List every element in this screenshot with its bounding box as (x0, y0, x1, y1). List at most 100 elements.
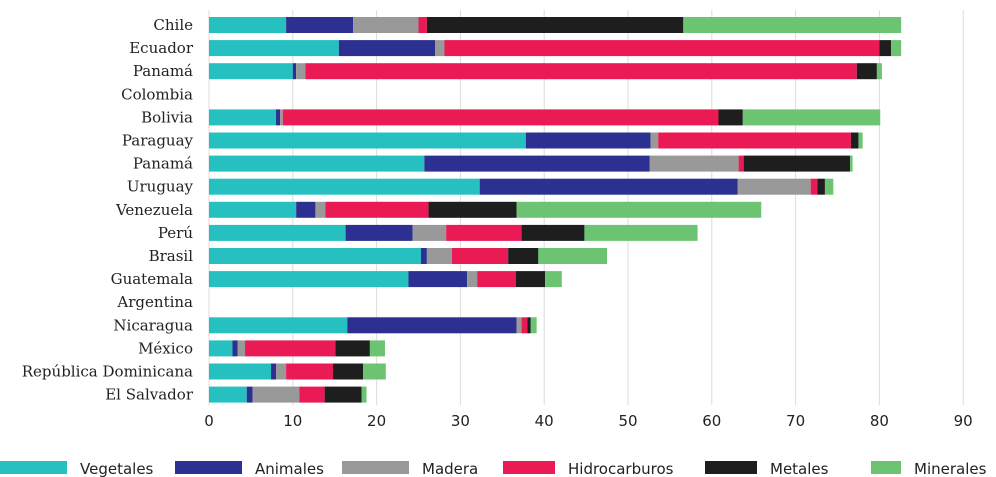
bar-segment-madera (650, 132, 659, 149)
x-tick-label: 70 (786, 412, 805, 430)
bar-segment-vegetales (209, 340, 233, 357)
bar-segment-vegetales (209, 109, 277, 126)
category-label: República Dominicana (22, 363, 193, 381)
legend-swatch-minerales (871, 461, 901, 474)
bar-segment-vegetales (209, 17, 287, 33)
bar-segment-animales (246, 386, 253, 403)
bar-segment-madera (353, 17, 419, 33)
bar-segment-animales (525, 132, 651, 149)
bar-segment-minerales (683, 17, 902, 33)
bar-segment-metales (426, 17, 684, 33)
bar-segment-vegetales (209, 271, 409, 288)
bar-segment-hidrocarburos (521, 317, 528, 334)
legend-swatch-hidrocarburos (503, 461, 555, 474)
bar-segment-minerales (545, 271, 562, 288)
x-tick-label: 0 (204, 412, 214, 430)
x-axis-tick-labels: 0 10 20 30 40 50 60 70 80 90 (204, 412, 973, 430)
bar-segment-madera (516, 317, 522, 334)
x-tick-label: 50 (618, 412, 637, 430)
x-tick-label: 40 (535, 412, 554, 430)
bar-segment-metales (324, 386, 362, 403)
bar-segment-animales (276, 109, 281, 126)
category-label: Chile (153, 16, 193, 34)
category-label: Nicaragua (113, 316, 193, 334)
category-label: Paraguay (122, 132, 194, 150)
bar-segment-animales (296, 201, 316, 218)
legend-label: Hidrocarburos (568, 460, 674, 477)
bar-segment-minerales (824, 178, 834, 195)
bar-segment-minerales (858, 132, 863, 149)
bar-segment-minerales (876, 63, 882, 80)
x-tick-label: 20 (367, 412, 386, 430)
bar-segment-minerales (363, 363, 386, 380)
legend-swatch-animales (175, 461, 242, 474)
bar-segment-animales (345, 224, 413, 241)
bar-segment-animales (347, 317, 517, 334)
category-label: Panamá (133, 62, 193, 80)
legend: Vegetales Animales Madera Hidrocarburos Meta… (0, 460, 987, 477)
bar-segment-hidrocarburos (305, 63, 857, 80)
bar-segments (209, 17, 902, 403)
bar-segment-metales (508, 248, 539, 264)
bar-segment-metales (718, 109, 743, 126)
category-label: El Salvador (105, 386, 194, 404)
category-label: Brasil (149, 247, 194, 265)
category-label: Guatemala (111, 270, 193, 288)
bar-segment-hidrocarburos (810, 178, 818, 195)
bar-segment-animales (424, 155, 650, 172)
bar-segment-metales (521, 224, 585, 241)
x-tick-label: 60 (702, 412, 721, 430)
bar-segment-metales (335, 340, 370, 357)
bar-segment-madera (276, 363, 287, 380)
bar-segment-metales (850, 132, 859, 149)
bar-segment-minerales (850, 155, 853, 172)
bar-segment-vegetales (209, 155, 425, 172)
bar-segment-metales (428, 201, 517, 218)
bar-segment-metales (515, 271, 546, 288)
bar-segment-metales (527, 317, 531, 334)
bar-segment-animales (292, 63, 297, 80)
legend-swatch-madera (342, 461, 409, 474)
bar-segment-minerales (538, 248, 608, 264)
bar-segment-madera (426, 248, 453, 264)
bar-segment-animales (421, 248, 427, 264)
bar-segment-minerales (369, 340, 385, 357)
category-label: Venezuela (115, 201, 193, 219)
category-label: Panamá (133, 155, 193, 173)
category-label: Argentina (116, 293, 193, 311)
bar-segment-animales (232, 340, 238, 357)
bar-segment-madera (467, 271, 478, 288)
bar-segment-hidrocarburos (444, 40, 880, 57)
legend-label: Animales (255, 460, 324, 477)
bar-segment-minerales (742, 109, 881, 126)
bar-segment-hidrocarburos (282, 109, 719, 126)
bar-segment-madera (737, 178, 811, 195)
bar-segment-madera (237, 340, 246, 357)
bar-segment-animales (271, 363, 277, 380)
bar-segment-animales (338, 40, 436, 57)
bar-segment-vegetales (209, 40, 339, 57)
bar-segment-hidrocarburos (325, 201, 429, 218)
bar-segment-minerales (516, 201, 762, 218)
bar-segment-vegetales (209, 63, 293, 80)
bar-segment-metales (879, 40, 892, 57)
x-tick-label: 30 (451, 412, 470, 430)
bar-segment-minerales (530, 317, 537, 334)
category-label: Colombia (121, 85, 193, 103)
category-label: México (138, 339, 193, 357)
x-tick-label: 10 (283, 412, 302, 430)
category-label: Bolivia (141, 108, 193, 126)
bar-segment-hidrocarburos (286, 363, 334, 380)
bar-segment-hidrocarburos (452, 248, 509, 264)
legend-label: Minerales (914, 460, 987, 477)
bar-segment-hidrocarburos (738, 155, 744, 172)
legend-label: Metales (770, 460, 829, 477)
bar-segment-vegetales (209, 317, 348, 334)
bar-segment-hidrocarburos (245, 340, 336, 357)
bar-segment-hidrocarburos (658, 132, 851, 149)
category-label: Ecuador (129, 39, 194, 57)
bar-segment-madera (315, 201, 326, 218)
bar-segment-vegetales (209, 386, 247, 403)
category-labels: Chile Ecuador Panamá Colombia Bolivia Paragua… (22, 16, 194, 404)
